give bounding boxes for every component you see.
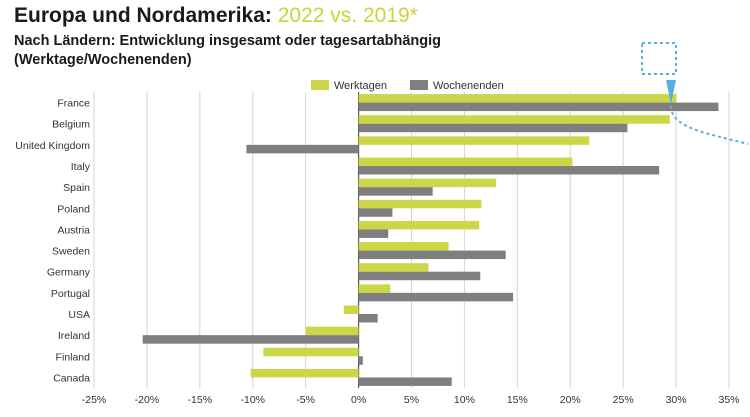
bar-wochenenden [358, 271, 481, 281]
x-tick-label: -5% [296, 394, 315, 406]
bar-werktagen [358, 242, 449, 251]
annotation-marker-icon [641, 42, 749, 145]
legend-label-wochenenden: Wochenenden [433, 80, 504, 92]
bar-wochenenden [358, 208, 393, 217]
category-label: France [57, 98, 90, 110]
category-label: Sweden [52, 246, 90, 258]
bar-werktagen [343, 305, 359, 314]
bar-wochenenden [358, 292, 514, 302]
x-tick-label: -10% [240, 394, 265, 406]
bar-wochenenden [358, 229, 389, 238]
category-label: Portugal [51, 288, 90, 300]
bar-werktagen [358, 284, 391, 293]
category-label: Canada [53, 372, 90, 384]
x-tick-label: 5% [404, 394, 419, 406]
bar-wochenenden [358, 377, 452, 386]
bar-werktagen [250, 368, 359, 378]
x-tick-label: -20% [135, 394, 160, 406]
title-highlight: 2022 vs. 2019* [277, 4, 418, 27]
bar-werktagen [358, 220, 480, 230]
bar-wochenenden [358, 102, 719, 112]
bar-werktagen [358, 115, 670, 124]
bar-wochenenden [358, 250, 506, 260]
bar-werktagen [358, 136, 590, 145]
x-tick-label: 15% [507, 394, 528, 406]
bar-werktagen [358, 94, 677, 103]
bar-wochenenden [358, 356, 363, 365]
category-label: USA [68, 309, 90, 321]
x-tick-label: 20% [560, 394, 581, 406]
chart-subtitle-line2: (Werktage/Wochenenden) [14, 52, 192, 68]
bar-wochenenden [246, 144, 359, 154]
x-tick-label: -15% [188, 394, 213, 406]
legend-swatch-werktagen [311, 80, 329, 90]
x-tick-label: 10% [454, 394, 475, 406]
bar-wochenenden [358, 314, 378, 323]
bar-wochenenden [358, 123, 628, 133]
category-label: Belgium [52, 119, 90, 131]
chart-subtitle-line1: Nach Ländern: Entwicklung insgesamt oder… [14, 33, 442, 49]
bar-werktagen [358, 199, 482, 209]
x-tick-label: 30% [666, 394, 687, 406]
category-label: Austria [57, 224, 90, 236]
x-tick-label: 35% [718, 394, 739, 406]
bar-werktagen [358, 157, 573, 166]
bar-werktagen [358, 263, 429, 272]
category-label: Italy [71, 161, 91, 173]
category-label: United Kingdom [15, 140, 90, 152]
category-label: Spain [63, 182, 90, 194]
x-tick-label: 0% [351, 394, 366, 406]
category-label: Poland [57, 203, 90, 215]
x-tick-label: -25% [82, 394, 107, 406]
category-label: Finland [56, 351, 91, 363]
x-tick-label: 25% [613, 394, 634, 406]
legend-swatch-wochenenden [410, 80, 428, 90]
bar-werktagen [263, 347, 359, 357]
bar-werktagen [358, 178, 497, 188]
chart-title: Europa und Nordamerika: 2022 vs. 2019* [14, 4, 418, 28]
bar-wochenenden [358, 166, 660, 175]
legend-label-werktagen: Werktagen [334, 80, 387, 92]
category-label: Germany [47, 267, 91, 279]
bar-wochenenden [358, 187, 433, 196]
bar-werktagen [305, 326, 359, 336]
title-main: Europa und Nordamerika: [14, 4, 272, 27]
category-label: Ireland [58, 330, 90, 342]
bar-wochenenden [142, 335, 359, 344]
